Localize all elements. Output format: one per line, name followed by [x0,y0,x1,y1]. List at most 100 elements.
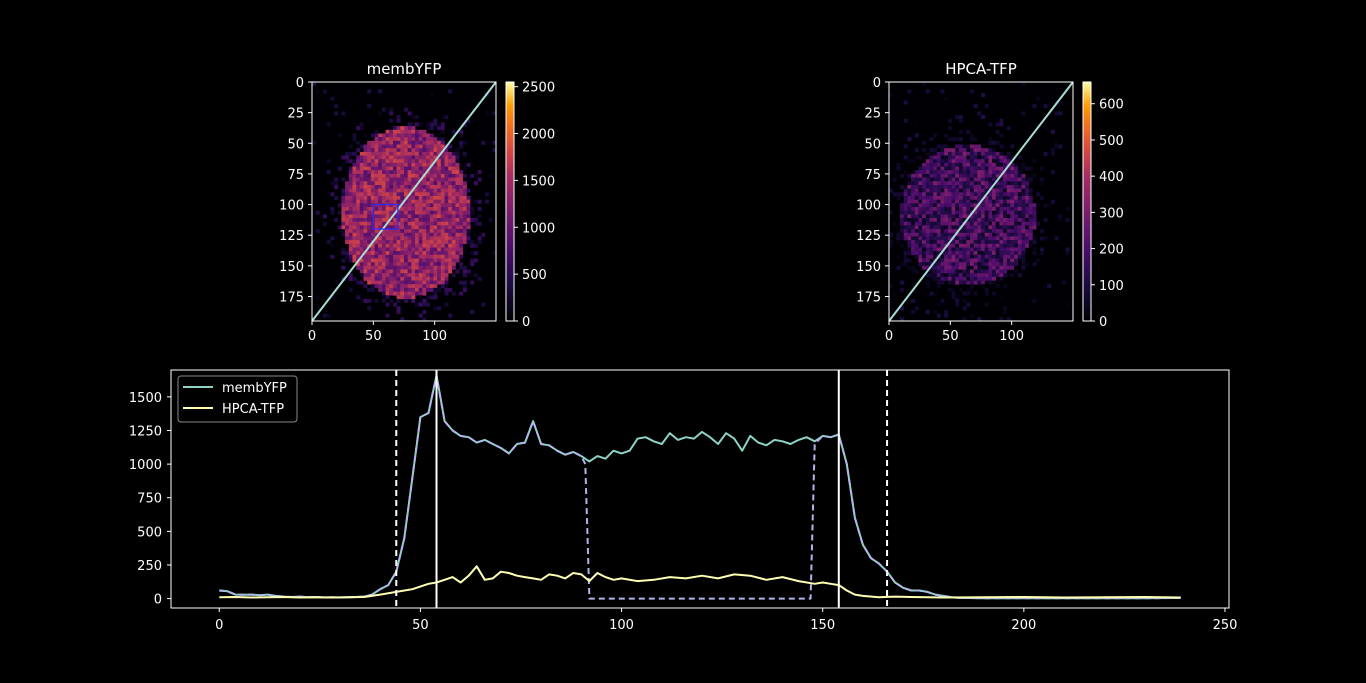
heatmap-cell [437,151,442,156]
heatmap-cell [977,192,982,197]
heatmap-cell [1017,254,1022,259]
heatmap-cell [363,203,368,208]
heatmap-cell [1039,181,1044,186]
heatmap-cell [984,225,989,230]
heatmap-cell [995,122,1000,127]
heatmap-cell [925,203,930,208]
heatmap-cell [363,192,368,197]
heatmap-cell [437,254,442,259]
heatmap-cell [363,236,368,241]
heatmap-cell [370,192,375,197]
heatmap-cell [422,155,427,160]
heatmap-cell [944,210,949,215]
heatmap-cell [352,181,357,186]
heatmap-cell [922,166,927,171]
heatmap-cell [411,177,416,182]
heatmap-cell [936,203,941,208]
heatmap-cell [966,210,971,215]
heatmap-cell [363,221,368,226]
heatmap-cell [966,240,971,245]
heatmap-cell [407,148,412,153]
heatmap-cell [951,196,956,200]
heatmap-cell [418,207,423,211]
colorbar-tick-label: 500 [1099,134,1124,149]
heatmap-cell [451,240,456,245]
heatmap-cell [459,236,464,241]
heatmap-cell [977,151,982,156]
heatmap-cell [466,214,471,219]
heatmap-cell [367,254,372,259]
heatmap-cell [922,236,927,241]
heatmap-cell [407,155,412,160]
heatmap-cell [933,251,938,256]
heatmap-cell [407,166,412,171]
heatmap-cell [396,247,401,252]
heatmap-cell [999,192,1004,197]
heatmap-cell [992,207,996,211]
heatmap-cell [936,284,941,289]
heatmap-cell [381,210,386,215]
heatmap-cell [1014,196,1019,200]
heatmap-cell [951,287,956,292]
heatmap-cell [404,199,408,204]
heatmap-cell [345,181,350,186]
heatmap-cell [922,221,927,226]
heatmap-cell [385,295,390,300]
heatmap-cell [984,265,989,270]
heatmap-cell [396,185,401,189]
heatmap-cell [444,177,449,182]
heatmap-cell [393,173,397,178]
heatmap-cell [448,247,453,252]
heatmap-cell [955,166,960,171]
heatmap-cell [389,155,394,160]
heatmap-cell [451,232,456,237]
heatmap-cell [951,265,956,270]
heatmap-cell [426,210,431,215]
y-tick-label: 250 [137,559,162,574]
heatmap-cell [429,137,434,142]
heatmap-cell [330,207,335,211]
heatmap-cell [426,269,431,274]
heatmap-cell [378,185,383,189]
heatmap-cell [374,199,379,204]
heatmap-cell [418,302,423,307]
heatmap-cell [433,273,438,278]
heatmap-cell [947,229,952,234]
heatmap-cell [984,203,989,208]
heatmap-cell [400,188,405,193]
heatmap-cell [995,207,1000,211]
heatmap-cell [433,295,438,300]
heatmap-cell [440,221,445,226]
heatmap-cell [947,236,952,241]
heatmap-cell [962,210,967,215]
membYFP-x-ticks: 0 50 100 [308,321,447,344]
heatmap-cell [448,210,453,215]
heatmap-cell [404,280,408,285]
heatmap-cell [958,115,963,120]
heatmap-cell [437,196,442,200]
heatmap-cell [1010,273,1015,278]
heatmap-cell [459,181,464,186]
heatmap-cell [448,185,453,189]
heatmap-cell [374,177,379,182]
heatmap-cell [1003,251,1008,256]
heatmap-cell [970,140,974,145]
heatmap-cell [955,210,960,215]
heatmap-cell [936,199,941,204]
heatmap-cell [918,173,923,178]
heatmap-cell [367,221,372,226]
heatmap-cell [911,251,916,256]
heatmap-cell [970,151,974,156]
heatmap-cell [404,254,408,259]
heatmap-cell [433,240,438,245]
heatmap-cell [393,225,397,230]
heatmap-cell [1010,214,1015,219]
heatmap-cell [933,310,938,314]
heatmap-cell [966,144,971,149]
heatmap-cell [973,269,978,274]
heatmap-cell [1054,144,1059,149]
heatmap-cell [448,170,453,175]
heatmap-cell [466,240,471,245]
heatmap-cell [459,229,464,234]
